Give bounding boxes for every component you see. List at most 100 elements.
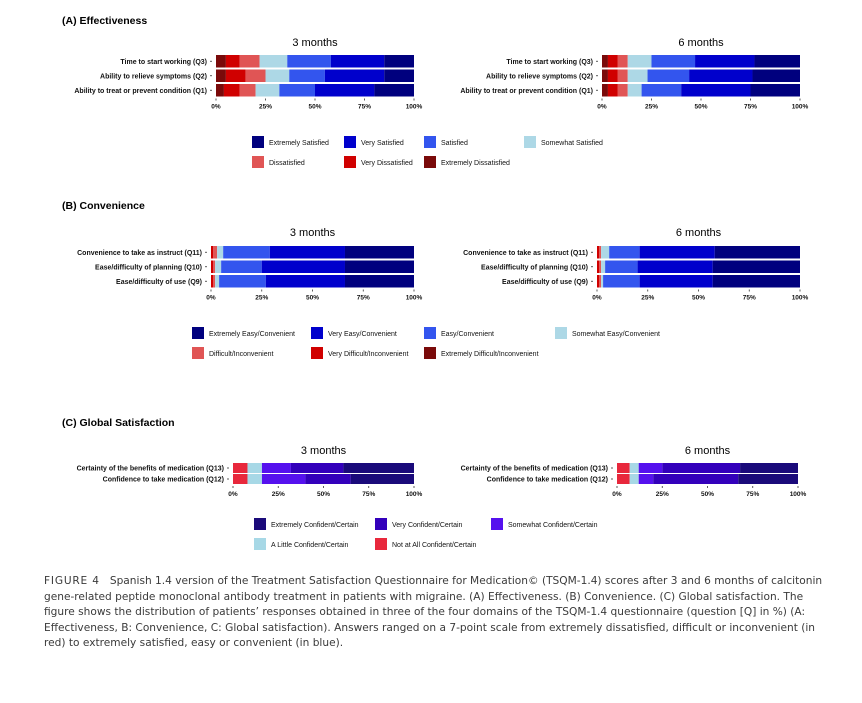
bar-segment <box>602 55 608 68</box>
bar-segment <box>647 69 690 82</box>
legend-label: A Little Confident/Certain <box>271 542 349 549</box>
legend-swatch <box>311 347 323 359</box>
bar-segment <box>261 463 291 473</box>
legend-swatch <box>252 136 264 148</box>
category-label: Ease/difficulty of planning (Q10) <box>481 264 588 271</box>
bar-segment <box>213 260 216 273</box>
bar-segment <box>651 55 696 68</box>
bar-segment <box>344 246 414 259</box>
legend-label: Very Confident/Certain <box>392 522 463 529</box>
timepoint-label: 6 months <box>676 227 722 239</box>
x-tick-label: 50% <box>308 104 321 111</box>
bar-segment <box>607 84 618 97</box>
bar-segment <box>599 275 602 288</box>
panel-title: (B) Convenience <box>62 200 145 212</box>
legend-swatch <box>344 136 356 148</box>
bar-segment <box>738 474 798 484</box>
category-label: Ease/difficulty of use (Q9) <box>502 279 588 286</box>
legend-swatch <box>254 538 266 550</box>
x-tick-label: 100% <box>406 295 423 302</box>
legend-label: Very Difficult/Inconvenient <box>328 351 408 358</box>
legend-label: Dissatisfied <box>269 160 305 167</box>
legend-label: Very Dissatisfied <box>361 160 413 167</box>
legend-label: Extremely Confident/Certain <box>271 522 359 529</box>
bar-segment <box>269 246 345 259</box>
bar-segment <box>617 69 628 82</box>
bar-segment <box>211 275 214 288</box>
category-label: Convenience to take as instruct (Q11) <box>77 250 202 257</box>
bar-segment <box>712 260 800 273</box>
bar-segment <box>689 69 753 82</box>
legend-label: Very Easy/Convenient <box>328 331 397 338</box>
bar-segment <box>215 260 222 273</box>
bar-segment <box>601 260 606 273</box>
x-tick-label: 100% <box>406 491 423 498</box>
bar-segment <box>641 84 682 97</box>
x-tick-label: 75% <box>743 295 756 302</box>
x-tick-label: 25% <box>272 491 285 498</box>
category-label: Convenience to take as instruct (Q11) <box>463 250 588 257</box>
bar-segment <box>617 55 628 68</box>
bar-segment <box>599 246 602 259</box>
bar-segment <box>607 69 618 82</box>
x-tick-label: 25% <box>645 104 658 111</box>
legend-label: Extremely Difficult/Inconvenient <box>441 351 539 358</box>
bar-segment <box>627 69 648 82</box>
category-label: Certainty of the benefits of medication … <box>77 466 224 473</box>
category-label: Ability to treat or prevent condition (Q… <box>74 88 207 95</box>
bar-segment <box>213 246 218 259</box>
bar-segment <box>213 275 216 288</box>
x-tick-label: 25% <box>656 491 669 498</box>
bar-segment <box>627 55 652 68</box>
legend-label: Satisfied <box>441 140 468 147</box>
legend-label: Very Satisfied <box>361 140 404 147</box>
bar-segment <box>602 84 608 97</box>
legend-label: Extremely Easy/Convenient <box>209 331 295 338</box>
bar-segment <box>247 474 262 484</box>
bar-segment <box>601 275 604 288</box>
x-tick-label: 100% <box>790 491 807 498</box>
bar-segment <box>629 463 639 473</box>
bar-segment <box>216 55 226 68</box>
bar-segment <box>712 275 800 288</box>
x-tick-label: 75% <box>357 295 370 302</box>
bar-segment <box>233 463 248 473</box>
legend-swatch <box>192 327 204 339</box>
category-label: Time to start working (Q3) <box>120 59 207 66</box>
bar-segment <box>223 246 270 259</box>
figure-caption: FIGURE 4 Spanish 1.4 version of the Trea… <box>44 574 834 652</box>
bar-segment <box>609 246 640 259</box>
timepoint-label: 6 months <box>685 445 731 457</box>
category-label: Confidence to take medication (Q12) <box>487 477 608 484</box>
x-tick-label: 0% <box>206 295 216 302</box>
x-tick-label: 75% <box>362 491 375 498</box>
legend-label: Extremely Dissatisfied <box>441 160 510 167</box>
legend-label: Somewhat Easy/Convenient <box>572 331 660 338</box>
bar-segment <box>374 84 414 97</box>
bar-segment <box>740 463 798 473</box>
bar-segment <box>223 84 240 97</box>
x-tick-label: 50% <box>306 295 319 302</box>
bar-segment <box>324 69 385 82</box>
bar-segment <box>653 474 739 484</box>
x-tick-label: 25% <box>641 295 654 302</box>
category-label: Certainty of the benefits of medication … <box>461 466 608 473</box>
timepoint-label: 3 months <box>290 227 336 239</box>
bar-segment <box>638 474 654 484</box>
bar-segment <box>617 463 630 473</box>
legend-swatch <box>424 327 436 339</box>
bar-segment <box>602 69 608 82</box>
bar-segment <box>289 69 325 82</box>
legend-swatch <box>424 136 436 148</box>
panel-title: (A) Effectiveness <box>62 15 147 27</box>
x-tick-label: 50% <box>701 491 714 498</box>
bar-segment <box>695 55 755 68</box>
legend-label: Extremely Satisfied <box>269 140 329 147</box>
legend-swatch <box>555 327 567 339</box>
legend-swatch <box>192 347 204 359</box>
bar-segment <box>350 474 414 484</box>
bar-segment <box>255 84 280 97</box>
bar-segment <box>211 260 214 273</box>
bar-segment <box>752 69 800 82</box>
x-tick-label: 0% <box>597 104 607 111</box>
